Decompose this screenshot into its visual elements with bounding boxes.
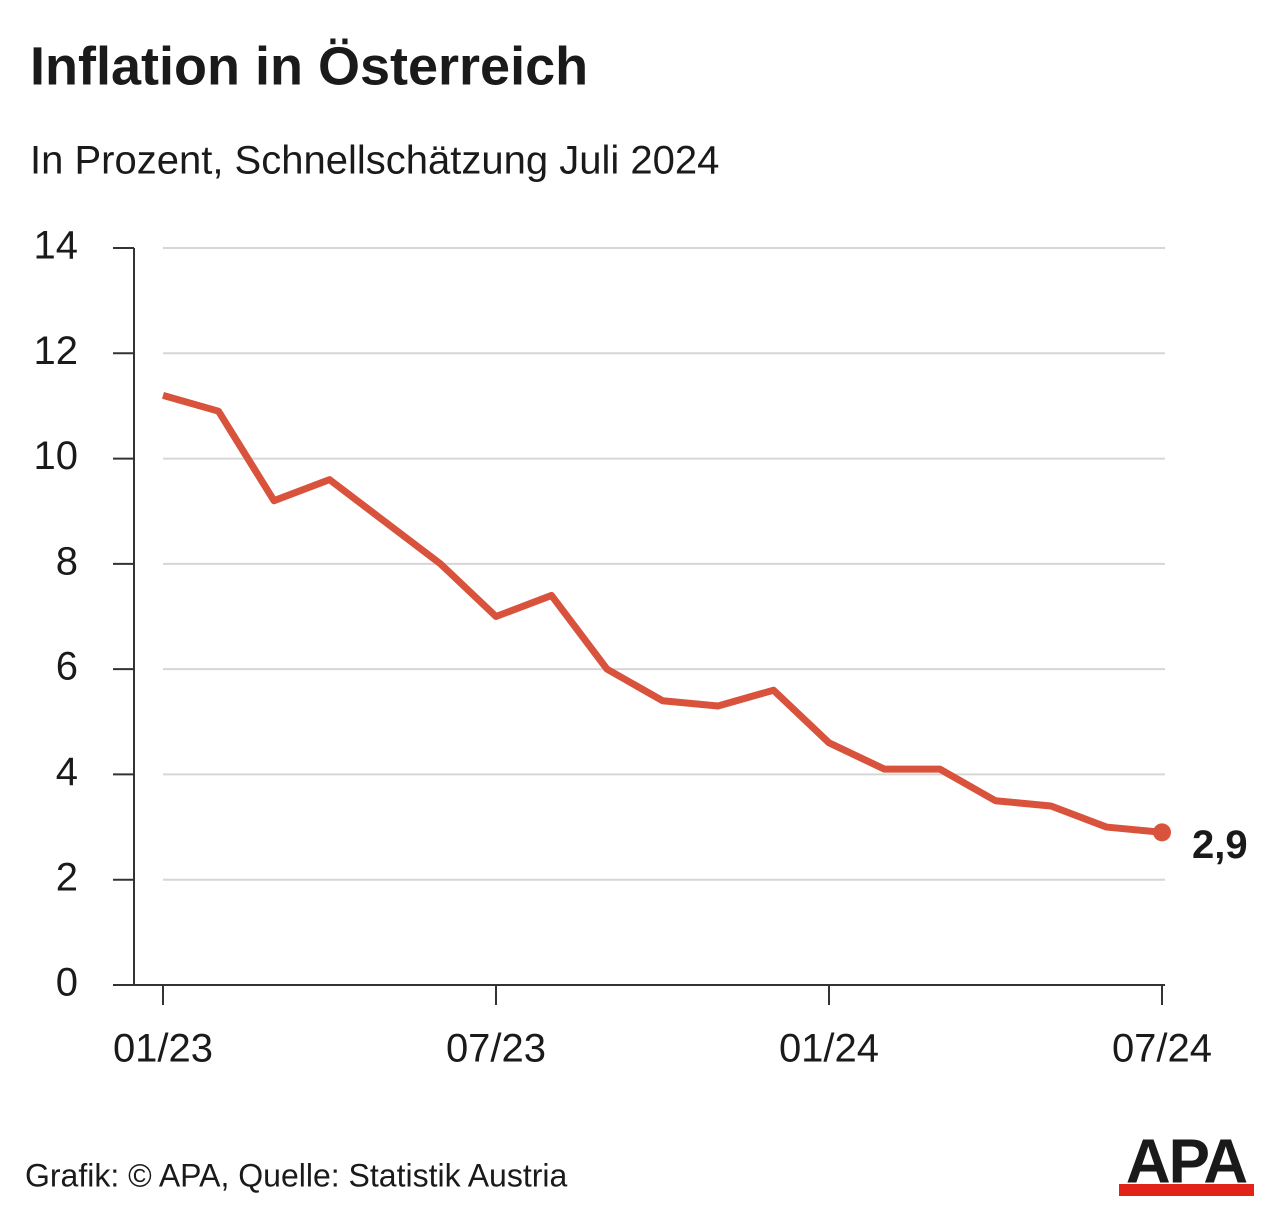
- value-label: 2,9: [1192, 823, 1248, 867]
- x-tick-label: 07/23: [446, 1027, 546, 1071]
- x-tick-label: 01/24: [779, 1027, 879, 1071]
- y-tick-label: 12: [34, 329, 79, 373]
- y-tick-label: 10: [34, 434, 79, 478]
- logo-bar: [1119, 1184, 1254, 1196]
- chart-title: Inflation in Österreich: [30, 36, 588, 96]
- y-tick-label: 6: [56, 645, 78, 689]
- y-tick-label: 14: [34, 224, 79, 268]
- x-tick-label: 01/23: [113, 1027, 213, 1071]
- line: [162, 392, 1163, 836]
- source: Grafik: © APA, Quelle: Statistik Austria: [25, 1157, 568, 1193]
- chart-subtitle: In Prozent, Schnellschätzung Juli 2024: [30, 139, 719, 183]
- y-tick-label: 4: [56, 750, 78, 794]
- end-point: [1153, 823, 1171, 842]
- y-tick-label: 8: [56, 539, 78, 583]
- x-tick-label: 07/24: [1112, 1027, 1212, 1071]
- y-tick-label: 2: [56, 855, 78, 899]
- y-tick-label: 0: [56, 961, 78, 1005]
